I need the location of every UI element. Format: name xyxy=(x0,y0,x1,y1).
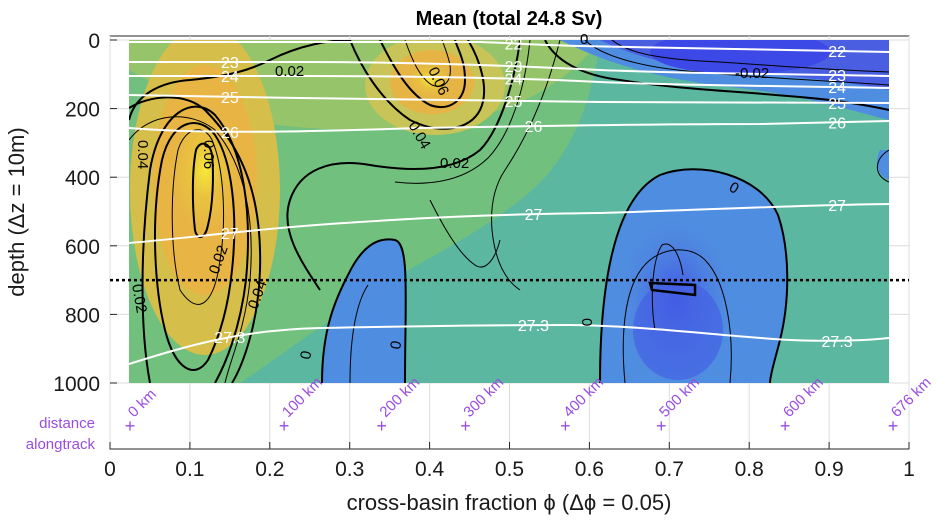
isopycnal-26 xyxy=(129,120,889,133)
isopycnal-label: 22 xyxy=(828,44,846,61)
x-tick-label: 0.5 xyxy=(495,458,524,481)
contour-label: 0 xyxy=(580,31,588,48)
distance-label-line1: distance xyxy=(39,415,95,432)
x-tick-label: 0.7 xyxy=(655,458,684,481)
density-contours xyxy=(129,41,889,365)
isopycnal-label: 24 xyxy=(828,80,846,97)
distance-mark-cross: + xyxy=(125,416,136,436)
contour-label: 0.04 xyxy=(134,140,151,169)
contour-label: 0 xyxy=(387,340,405,351)
contour-label: 0 xyxy=(297,350,315,361)
x-tick-label: 1 xyxy=(903,458,915,481)
contour-label: 0.02 xyxy=(275,63,304,80)
isopycnal-label: 27.3 xyxy=(518,318,549,335)
x-tick-label: 0.8 xyxy=(735,458,764,481)
contour-label: 0.02 xyxy=(440,155,469,172)
distance-mark-cross: + xyxy=(560,416,571,436)
y-tick-label: 800 xyxy=(65,304,100,327)
x-tick-label: 0.3 xyxy=(335,458,364,481)
isopycnal-label: 23 xyxy=(221,55,239,72)
isopycnal-label: 22 xyxy=(505,36,523,53)
distance-mark-cross: + xyxy=(376,416,387,436)
x-tick-label: 0.1 xyxy=(175,458,204,481)
x-tick-label: 0.2 xyxy=(255,458,284,481)
isopycnal-27-3 xyxy=(129,323,889,365)
isopycnal-23 xyxy=(129,61,889,77)
isopycnal-label: 26 xyxy=(828,115,846,132)
distance-mark-cross: + xyxy=(888,416,899,436)
x-axis-ticks: 0 0.1 0.2 0.3 0.4 0.5 0.6 0.7 0.8 0.9 1 xyxy=(104,442,915,481)
isopycnal-label: 23 xyxy=(505,59,523,76)
isopycnal-27 xyxy=(129,203,889,244)
distance-mark-cross: + xyxy=(780,416,791,436)
isopycnal-label: 27.3 xyxy=(822,334,853,351)
x-tick-label: 0.4 xyxy=(415,458,445,481)
isopycnal-label: 25 xyxy=(221,90,239,107)
contour-label: 0.02 xyxy=(128,283,150,315)
isopycnal-label: 24 xyxy=(505,72,523,89)
isopycnal-label: 23 xyxy=(828,68,846,85)
isopycnal-label: 27 xyxy=(828,198,846,215)
isopycnal-label: 26 xyxy=(221,125,239,142)
contour-label: 0 xyxy=(578,318,595,326)
x-tick-label: 0.9 xyxy=(814,458,843,481)
isopycnal-label: 27 xyxy=(221,226,239,243)
x-axis-label: cross-basin fraction ϕ (Δϕ = 0.05) xyxy=(347,490,672,515)
y-tick-label: 0 xyxy=(88,30,100,53)
isopycnal-label: 27.3 xyxy=(214,330,245,347)
isopycnal-22 xyxy=(129,41,889,53)
isopycnal-label: 24 xyxy=(221,69,239,86)
isopycnal-24 xyxy=(129,75,889,89)
contour-label: -0.02 xyxy=(735,65,769,82)
distance-mark-cross: + xyxy=(279,416,290,436)
isopycnal-label: 26 xyxy=(525,119,543,136)
isopycnal-label: 25 xyxy=(828,96,846,113)
y-tick-label: 400 xyxy=(65,167,100,190)
y-tick-label: 1000 xyxy=(53,373,100,396)
contour-label: 0.06 xyxy=(200,140,217,169)
distance-mark-cross: + xyxy=(460,416,471,436)
y-axis-ticks: 0 200 400 600 800 1000 xyxy=(53,30,117,396)
y-axis-label: depth (Δz = 10m) xyxy=(4,127,29,296)
isopycnal-label: 25 xyxy=(505,94,523,111)
chart-title: Mean (total 24.8 Sv) xyxy=(416,8,603,30)
distance-label-line2: alongtrack xyxy=(26,436,96,453)
isopycnal-25 xyxy=(129,94,889,104)
isopycnal-label: 27 xyxy=(525,207,543,224)
y-tick-label: 600 xyxy=(65,236,100,259)
y-tick-label: 200 xyxy=(65,99,100,122)
x-tick-label: 0 xyxy=(104,458,116,481)
distance-mark-cross: + xyxy=(656,416,667,436)
x-tick-label: 0.6 xyxy=(575,458,604,481)
